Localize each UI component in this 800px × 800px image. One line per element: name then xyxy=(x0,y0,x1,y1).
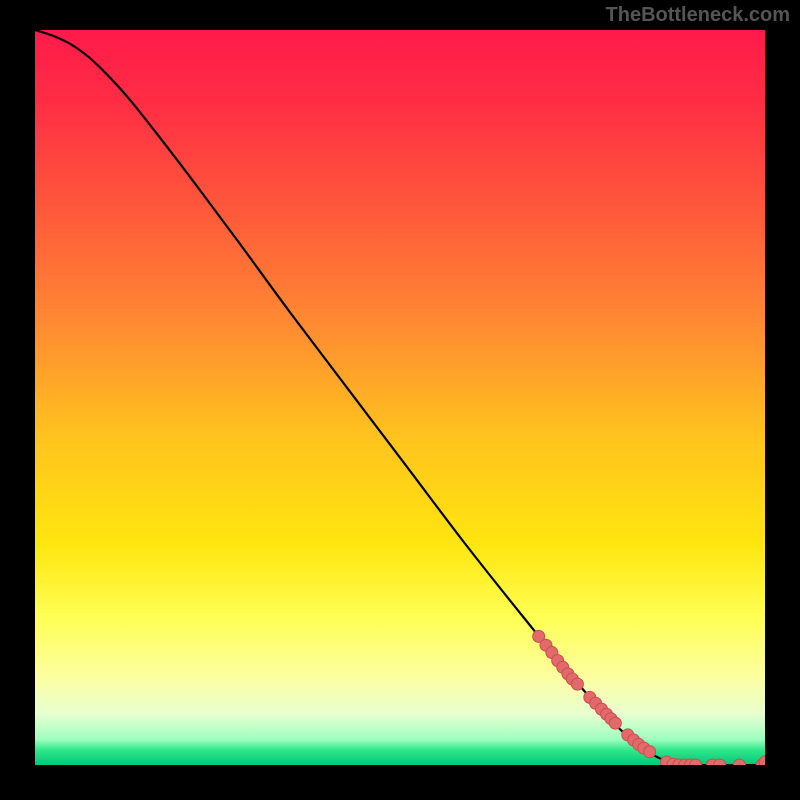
gradient-background xyxy=(35,30,765,765)
attribution-text: TheBottleneck.com xyxy=(606,4,790,27)
marker-lowslope xyxy=(644,746,656,758)
chart-svg xyxy=(35,30,765,765)
chart-container: TheBottleneck.com xyxy=(0,0,800,800)
plot-area xyxy=(35,30,765,765)
marker-mid xyxy=(609,717,621,729)
marker-upper xyxy=(571,678,583,690)
